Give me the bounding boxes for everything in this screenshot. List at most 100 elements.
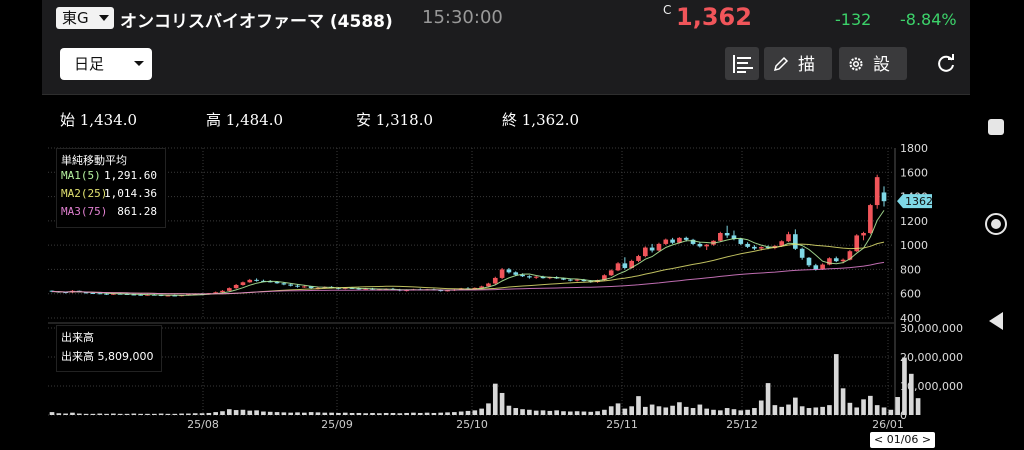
volume-bar	[779, 406, 785, 415]
volume-bar	[629, 406, 634, 415]
stock-name: オンコリスバイオファーマ (4588)	[120, 12, 393, 32]
volume-bar	[908, 373, 914, 415]
candle	[233, 284, 239, 289]
volume-bar	[76, 413, 82, 415]
home-button[interactable]	[985, 213, 1007, 235]
volume-legend: 出来高 出来高 5,809,000	[56, 325, 162, 372]
volume-bar	[506, 405, 512, 415]
moving-average-legend: 単純移動平均 MA1(5) 1,291.60 MA2(25) 1,014.36 …	[56, 148, 166, 228]
volume-bar	[370, 412, 375, 415]
indicator-lines-button[interactable]	[725, 47, 759, 80]
price-change: -132	[835, 10, 872, 29]
volume-value: 出来高 5,809,000	[61, 350, 154, 363]
candle	[799, 248, 805, 258]
quote-time: 15:30:00	[422, 7, 503, 28]
candle	[445, 290, 450, 292]
candle	[220, 290, 225, 293]
volume-bar	[786, 404, 791, 415]
settings-button[interactable]: 設定	[839, 47, 907, 80]
refresh-icon[interactable]	[935, 53, 957, 75]
volume-bar	[274, 412, 280, 415]
candle	[261, 280, 266, 282]
bars-icon	[733, 55, 753, 73]
volume-bar	[820, 406, 825, 415]
volume-bar	[315, 412, 321, 415]
chevron-down-icon	[99, 15, 109, 21]
volume-bar	[752, 408, 757, 415]
candle	[438, 290, 444, 292]
ma-line-3	[51, 261, 885, 295]
candle	[840, 259, 846, 262]
market-selector[interactable]: 東G	[56, 7, 114, 29]
volume-bar	[131, 413, 137, 415]
date-marker[interactable]: < 01/06 >	[870, 432, 936, 448]
volume-bar	[247, 410, 253, 415]
volume-bar	[765, 383, 771, 415]
volume-bar	[499, 392, 505, 415]
candle	[472, 287, 478, 289]
volume-bar	[104, 413, 109, 415]
price-axis-label: 1600	[900, 166, 928, 179]
candle	[363, 288, 369, 290]
candlestick-chart[interactable]: 1800160014001200100080060040030,000,0002…	[42, 95, 970, 450]
volume-bar	[622, 408, 628, 415]
volume-bar	[588, 411, 594, 415]
volume-bar	[479, 408, 484, 415]
candle	[602, 275, 607, 281]
candle	[226, 288, 232, 291]
recent-apps-button[interactable]	[988, 119, 1004, 135]
volume-bar	[615, 403, 621, 415]
volume-bar	[697, 404, 703, 415]
volume-bar	[540, 410, 546, 415]
candle	[499, 269, 505, 278]
candle	[213, 292, 218, 294]
price-axis-label: 800	[900, 263, 921, 276]
volume-bar	[513, 408, 519, 415]
price-change-percent: -8.84%	[900, 10, 957, 29]
volume-bar	[111, 413, 116, 415]
volume-bar	[322, 412, 328, 415]
volume-bar	[902, 357, 907, 415]
volume-bar	[383, 412, 389, 415]
candle	[574, 279, 580, 281]
volume-bar	[492, 383, 498, 415]
volume-bar	[895, 397, 900, 415]
volume-bar	[813, 407, 819, 415]
volume-bar	[397, 413, 403, 415]
time-axis-label: 25/11	[606, 418, 638, 431]
volume-bar	[452, 412, 457, 415]
volume-bar	[97, 413, 103, 415]
volume-bar	[724, 408, 730, 415]
volume-bar	[827, 405, 832, 415]
candle	[629, 260, 634, 268]
volume-bar	[356, 412, 362, 415]
volume-bar	[574, 411, 580, 415]
candle	[492, 277, 498, 284]
candle	[308, 286, 314, 289]
volume-bar	[649, 404, 655, 415]
price-axis-label: 400	[900, 312, 921, 325]
volume-bar	[404, 412, 409, 415]
volume-bar	[711, 409, 716, 415]
time-axis-label: 25/08	[187, 418, 219, 431]
volume-bar	[677, 402, 682, 415]
volume-bar	[411, 412, 416, 415]
time-axis-label: 26/01	[872, 418, 904, 431]
volume-bar	[840, 388, 846, 415]
volume-bar	[138, 413, 143, 415]
candle	[49, 290, 55, 292]
volume-bar	[704, 408, 710, 415]
gear-icon	[849, 57, 863, 71]
candle	[145, 294, 150, 296]
period-selector[interactable]: 日足	[60, 48, 152, 80]
back-button[interactable]	[989, 312, 1003, 330]
chart-area[interactable]: 始 1,434.0 高 1,484.0 安 1,318.0 終 1,362.0 …	[42, 95, 970, 450]
draw-button[interactable]: 描画	[764, 47, 832, 80]
candle	[827, 258, 832, 265]
candle	[267, 281, 273, 283]
volume-axis-label: 20,000,000	[900, 351, 963, 364]
volume-bar	[915, 398, 921, 415]
volume-bar	[793, 397, 798, 415]
candle	[642, 247, 648, 257]
candle	[663, 239, 669, 244]
